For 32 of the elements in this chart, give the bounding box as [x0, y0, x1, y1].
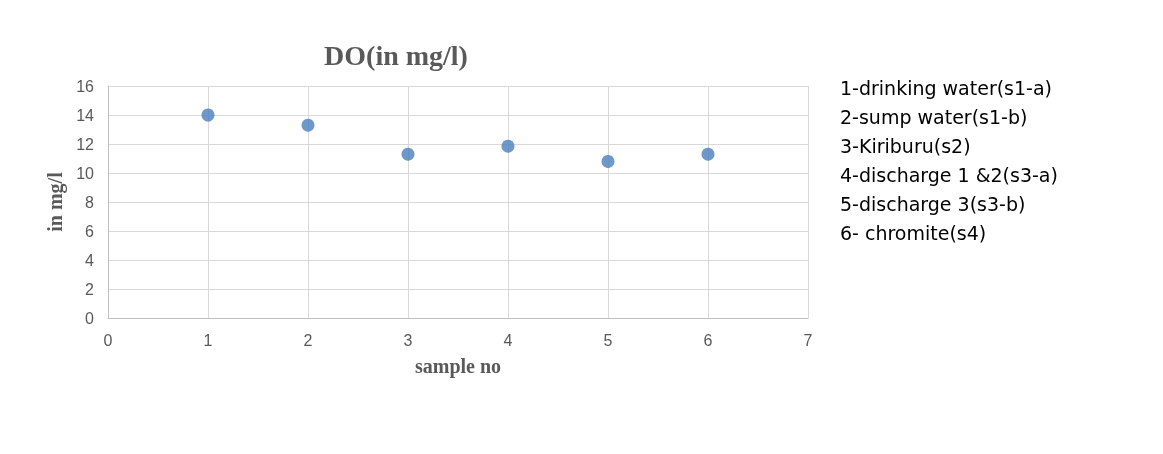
x-tick-label: 5	[603, 331, 613, 349]
point	[601, 154, 615, 168]
y-tick-label: 16	[76, 77, 95, 95]
y-tick-label: 4	[85, 251, 95, 269]
x-axis-title: sample no	[414, 355, 502, 378]
y-tick-label: 8	[85, 193, 95, 211]
point	[401, 147, 415, 161]
point	[701, 147, 715, 161]
y-tick-label: 10	[76, 164, 95, 182]
y-tick-label: 0	[85, 309, 95, 327]
y-tick-label: 2	[85, 280, 95, 298]
y-tick-label: 12	[76, 135, 95, 153]
text: 3-Kiriburu(s2)	[840, 134, 971, 157]
y-tick-label: 6	[85, 222, 95, 240]
point	[301, 118, 315, 132]
point	[201, 108, 215, 122]
x-tick-label: 2	[303, 331, 313, 349]
text: 5-discharge 3(s3-b)	[840, 192, 1026, 215]
point	[501, 139, 515, 153]
x-tick-label: 6	[703, 331, 713, 349]
x-tick-label: 4	[503, 331, 513, 349]
text: 1-drinking water(s1-a)	[840, 76, 1053, 99]
text: 6- chromite(s4)	[840, 221, 987, 244]
text: 2-sump water(s1-b)	[840, 105, 1028, 128]
y-tick-label: 14	[76, 106, 95, 124]
chart-title: DO(in mg/l)	[324, 39, 468, 71]
x-tick-label: 7	[803, 331, 813, 349]
x-tick-label: 1	[203, 331, 213, 349]
y-axis-title: in mg/l	[44, 171, 68, 232]
x-tick-label: 0	[103, 331, 113, 349]
text: 4-discharge 1 &2(s3-a)	[840, 163, 1058, 186]
x-tick-label: 3	[403, 331, 413, 349]
